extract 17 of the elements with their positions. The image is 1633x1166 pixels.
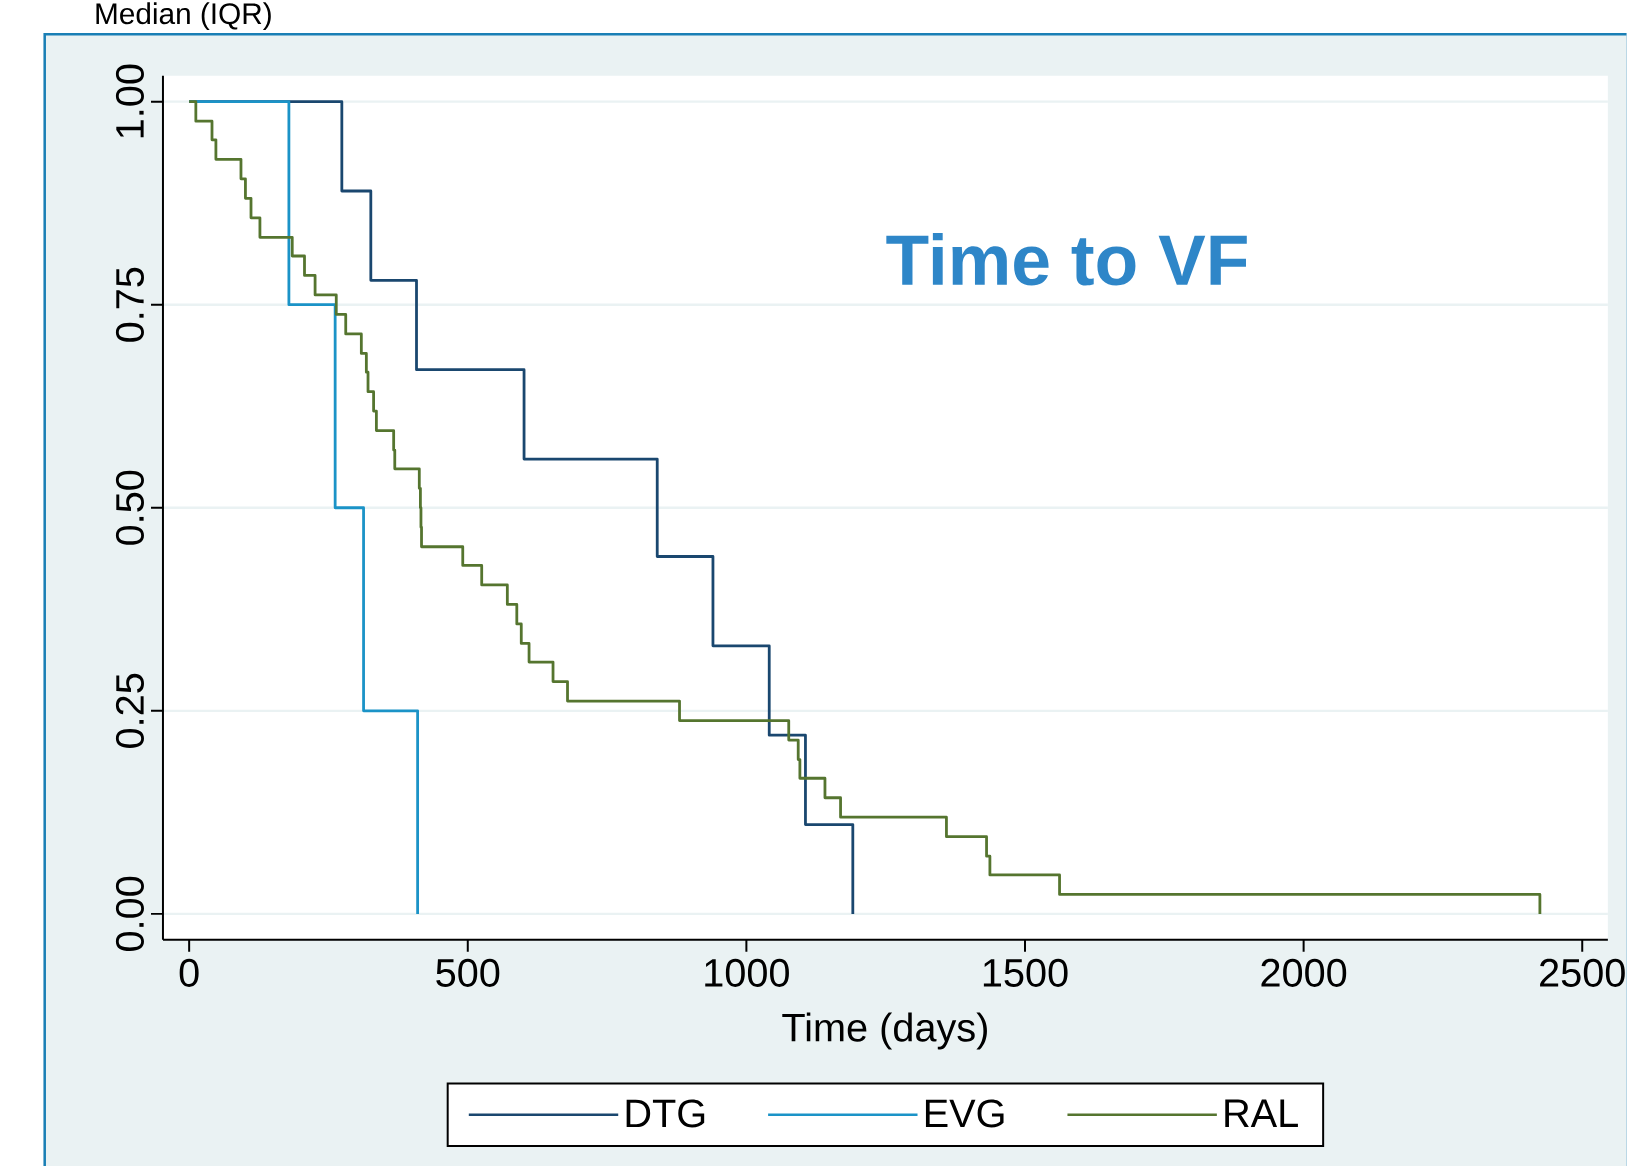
legend-label: EVG	[925, 1099, 1004, 1128]
y-tick-label: 1.00	[115, 64, 144, 138]
x-tick-label: 1500	[983, 958, 1068, 987]
x-tick-label: 2500	[1540, 958, 1625, 987]
y-tick-label: 0.00	[115, 876, 144, 951]
x-tick-label: 1000	[705, 958, 789, 987]
text: Median (IQR)	[96, 2, 271, 30]
x-tick-label: 2000	[1261, 958, 1347, 987]
legend-label: RAL	[1225, 1099, 1298, 1127]
x-tick-label: 0	[179, 958, 199, 987]
y-tick-label: 0.50	[115, 470, 144, 545]
y-tick-label: 0.75	[115, 267, 144, 342]
text: Time to VF	[886, 232, 1247, 286]
x-axis-title: Time (days)	[782, 1012, 987, 1050]
x-tick-label: 500	[436, 958, 500, 987]
y-tick-label: 0.25	[115, 673, 144, 748]
legend-label: DTG	[626, 1099, 705, 1128]
